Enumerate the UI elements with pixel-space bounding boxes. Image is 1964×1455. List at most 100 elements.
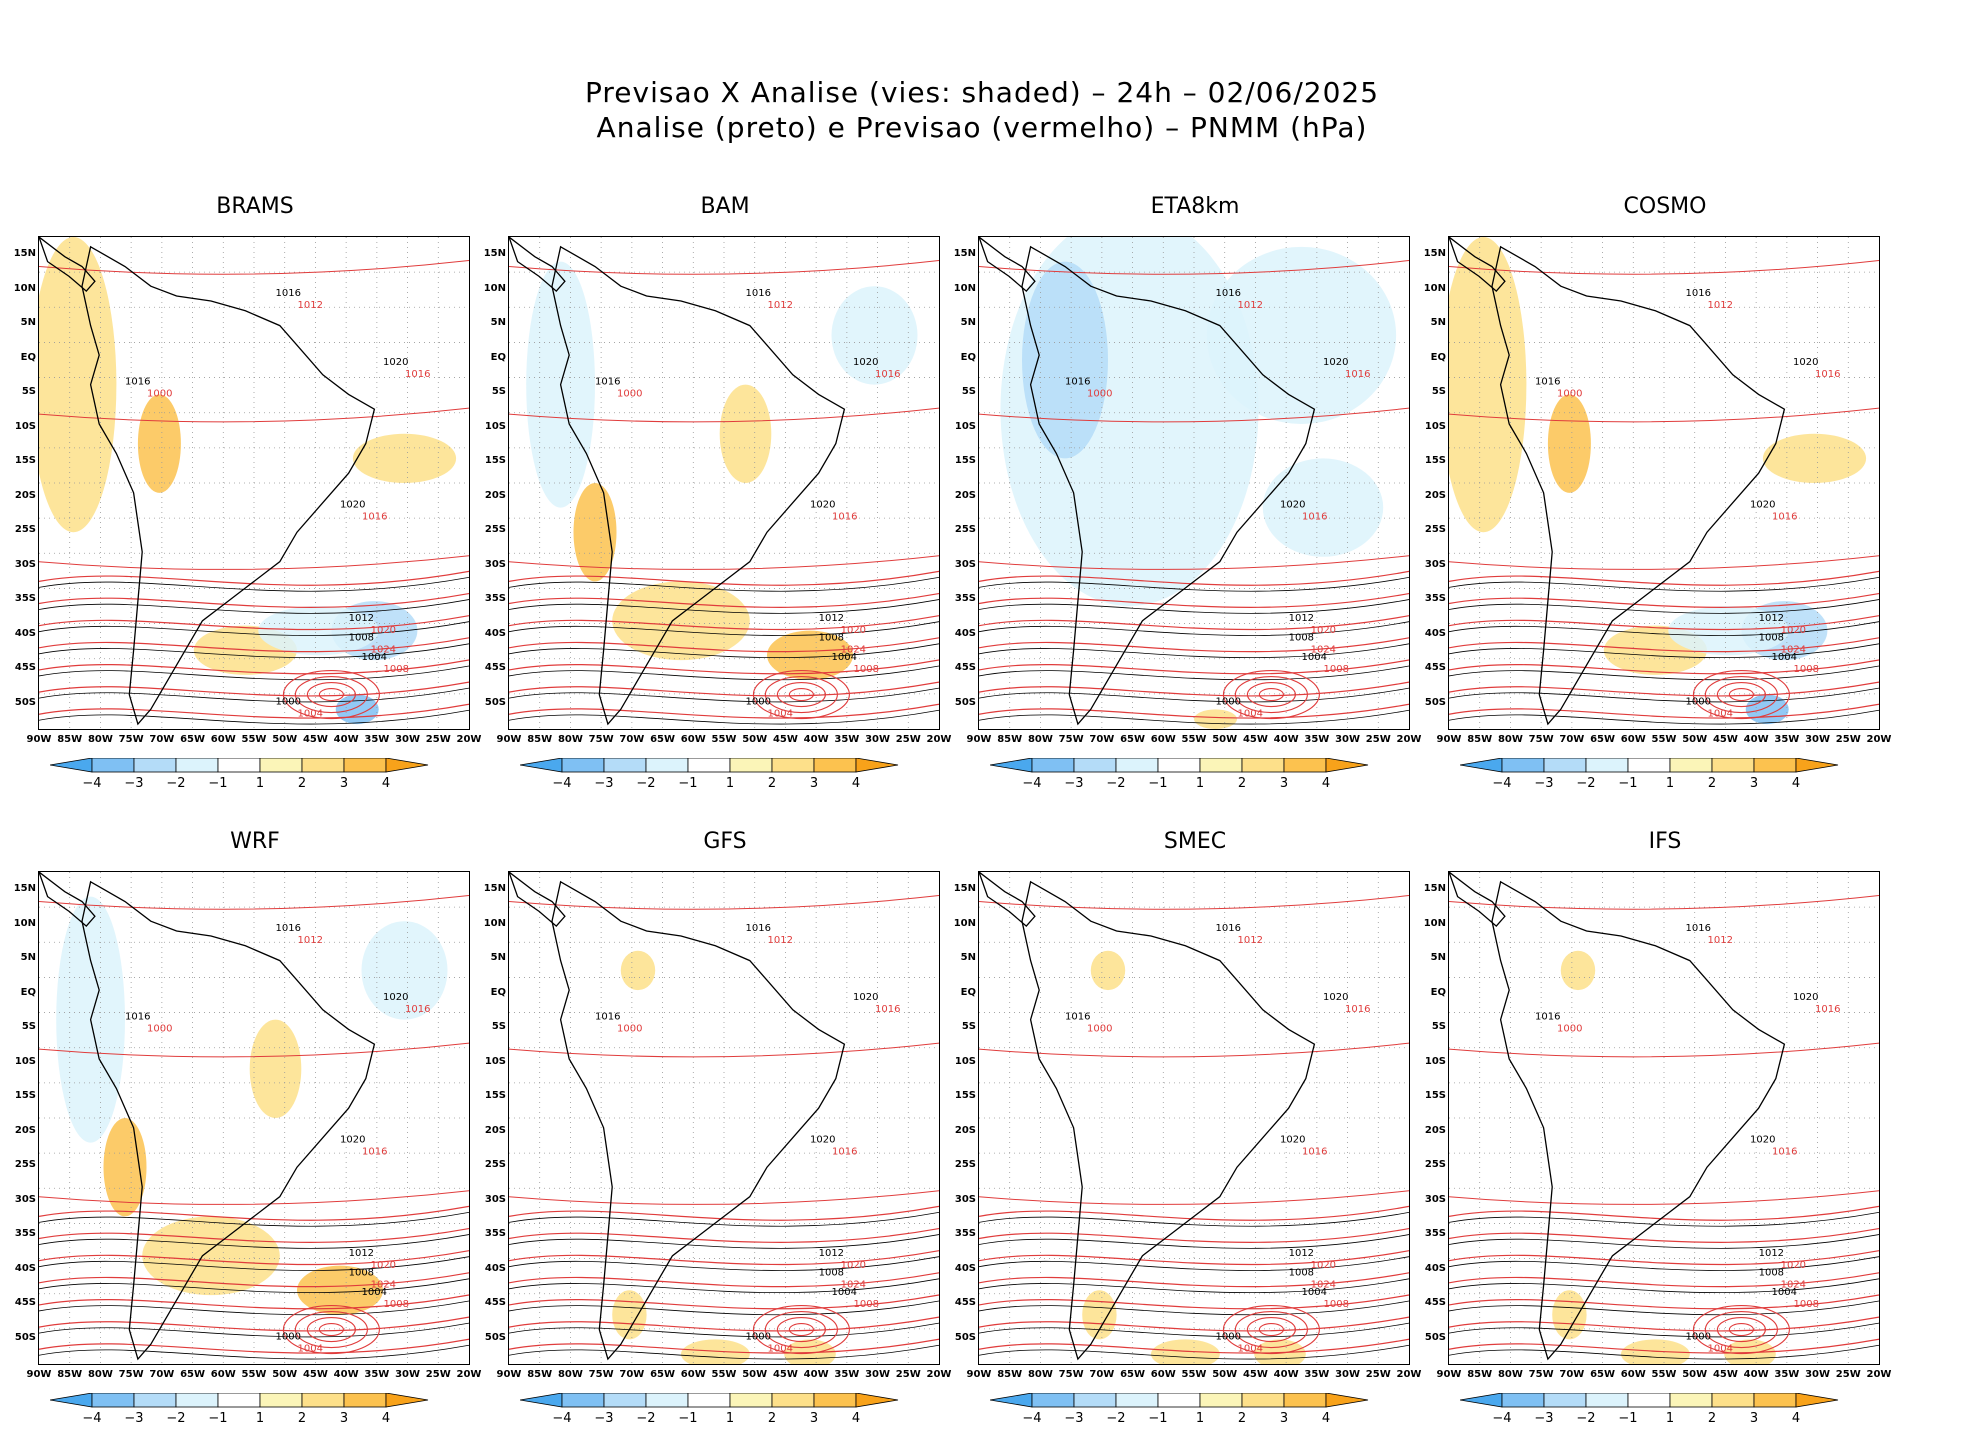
forecast-isobar — [509, 570, 939, 586]
coastline — [81, 880, 376, 1361]
lat-tick-label: 50S — [954, 696, 976, 708]
forecast-contour-label: 1024 — [371, 1279, 396, 1290]
analysis-contour-label: 1012 — [1289, 1248, 1314, 1259]
forecast-contour-label: 1020 — [1781, 1260, 1806, 1271]
forecast-isobar — [979, 1272, 1409, 1288]
lon-tick-label: 70W — [149, 734, 175, 745]
lat-tick-label: 10S — [954, 420, 976, 432]
forecast-isobar — [39, 1250, 469, 1266]
analysis-isobar — [979, 1300, 1409, 1316]
lat-tick-label: 35S — [484, 1228, 506, 1239]
analysis-contour-label: 1000 — [276, 696, 301, 707]
analysis-isobar — [39, 1322, 469, 1338]
bias-shading — [297, 1265, 383, 1315]
colorbar-label: −3 — [124, 776, 144, 791]
colorbar-segment — [1543, 757, 1587, 773]
forecast-contour-label: 1004 — [1238, 1343, 1263, 1354]
colorbar-label: 4 — [381, 1411, 391, 1426]
analysis-contour-label: 1020 — [340, 500, 365, 511]
colorbar-label: 2 — [1237, 1411, 1247, 1426]
colorbar-segment — [771, 757, 815, 773]
map-plot: 1016 1020 1012 1008 1004 1000 1016 1020 1012 1016… — [978, 871, 1410, 1365]
forecast-contour-label: 1004 — [768, 1343, 793, 1354]
colorbar-label: 1 — [1665, 776, 1675, 791]
lat-tick-label: 15N — [953, 248, 976, 259]
colorbar-label: 2 — [1707, 1411, 1717, 1426]
lon-tick-label: 50W — [272, 734, 298, 745]
lat-tick-label: 10S — [954, 1055, 976, 1067]
lon-tick-label: 35W — [1304, 1369, 1330, 1380]
analysis-isobar — [979, 599, 1409, 614]
lon-tick-label: 85W — [997, 734, 1023, 745]
colorbar-label: −2 — [1576, 776, 1596, 791]
bias-shading — [767, 630, 853, 680]
lon-tick-label: 65W — [1590, 734, 1616, 745]
lon-tick-label: 25W — [1365, 1369, 1391, 1380]
forecast-isobar — [979, 260, 1409, 275]
lon-tick-label: 60W — [1620, 1369, 1646, 1380]
colorbar-label: 4 — [1321, 1411, 1331, 1426]
lon-tick-label: 35W — [1304, 734, 1330, 745]
analysis-contour-label: 1016 — [746, 288, 771, 299]
map-plot: 1016 1020 1012 1008 1004 1000 1016 1020 1012 1016… — [38, 871, 470, 1365]
forecast-isobar — [509, 1272, 939, 1288]
analysis-isobar — [39, 1344, 469, 1360]
forecast-isobar — [39, 637, 469, 653]
coastline — [979, 237, 1036, 293]
analysis-contour-label: 1016 — [595, 377, 620, 388]
lat-tick-label: 15S — [954, 1090, 976, 1101]
map-svg: 1016102010121008100410001016102010121016… — [39, 872, 469, 1364]
lat-tick-label: 15N — [483, 248, 506, 259]
colorbar-segment — [217, 757, 261, 773]
forecast-isobar — [1449, 703, 1879, 719]
lat-tick-label: 10S — [1424, 1055, 1446, 1067]
lon-tick-label: 35W — [834, 1369, 860, 1380]
analysis-isobar — [1449, 1278, 1879, 1294]
lon-tick-label: 80W — [557, 734, 583, 745]
forecast-isobar — [39, 260, 469, 275]
forecast-contour-label: 1012 — [1238, 935, 1263, 946]
bias-shading — [249, 1019, 302, 1118]
colorbar-segment — [1031, 1392, 1075, 1408]
forecast-contour-label: 1016 — [875, 1004, 900, 1015]
lon-tick-label: 55W — [1651, 1369, 1677, 1380]
forecast-contour-label: 1008 — [1794, 1299, 1819, 1310]
forecast-contour-label: 1004 — [298, 708, 323, 719]
lon-tick-label: 65W — [650, 734, 676, 745]
lat-tick-label: 40S — [954, 627, 976, 639]
low-center-ring — [318, 1323, 344, 1337]
model-panel: BRAMS 1016 1020 1012 1008 1004 1000 1016 1020 101… — [2, 190, 482, 820]
lon-tick-label: 85W — [57, 1369, 83, 1380]
analysis-isobar — [39, 1234, 469, 1249]
forecast-isobar — [979, 1042, 1409, 1058]
lon-tick-label: 45W — [302, 734, 328, 745]
coastline — [1449, 237, 1506, 293]
bias-shading — [1552, 1290, 1587, 1340]
bias-shading — [1082, 1290, 1117, 1340]
analysis-isobar — [979, 665, 1409, 681]
colorbar: −4 −3 −2 −1 1 2 3 4 — [989, 1392, 1410, 1437]
colorbar-segment — [1585, 757, 1629, 773]
lon-tick-label: 30W — [395, 1369, 421, 1380]
analysis-contour-label: 1008 — [349, 632, 374, 643]
forecast-contour-label: 1016 — [1815, 1004, 1840, 1015]
lon-tick-label: 60W — [1150, 1369, 1176, 1380]
analysis-contour-label: 1012 — [349, 1248, 374, 1259]
analysis-isobar — [509, 577, 939, 592]
map-svg: 1016102010121008100410001016102010121016… — [979, 237, 1409, 729]
analysis-contour-label: 1012 — [1759, 1248, 1784, 1259]
map-svg: 1016102010121008100410001016102010121016… — [979, 872, 1409, 1364]
forecast-isobar — [39, 570, 469, 586]
bias-shading — [1022, 261, 1108, 459]
forecast-contour-label: 1016 — [362, 1147, 387, 1158]
lon-tick-label: 70W — [1559, 734, 1585, 745]
lon-tick-label: 55W — [711, 1369, 737, 1380]
lat-tick-label: 10S — [14, 420, 36, 432]
colorbar-segment — [561, 1392, 605, 1408]
lat-tick-label: 10N — [483, 917, 506, 929]
bias-shading — [352, 433, 457, 483]
forecast-contour-label: 1000 — [1087, 1024, 1112, 1035]
analysis-isobar — [39, 577, 469, 592]
forecast-isobar — [509, 615, 939, 631]
analysis-isobar — [979, 1344, 1409, 1360]
